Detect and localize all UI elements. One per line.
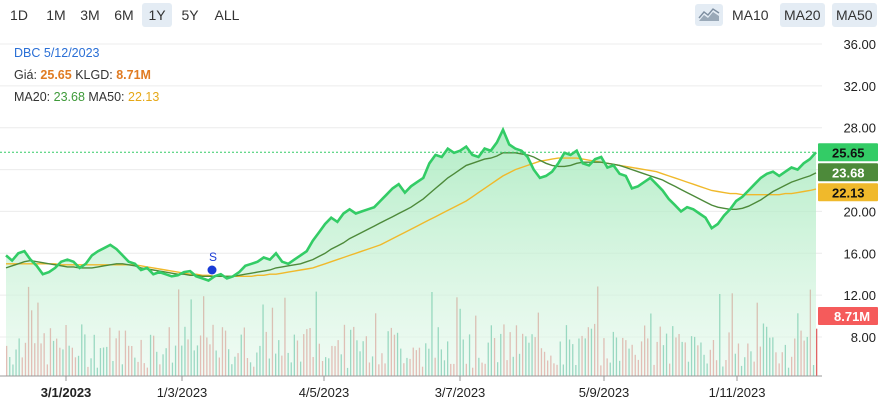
y-tick-label: 12.00 — [843, 288, 876, 303]
volume-bar — [816, 328, 818, 376]
ma20-value: 23.68 — [53, 90, 85, 104]
price-badge-label: 25.65 — [832, 145, 865, 160]
range-1y-button[interactable]: 1Y — [142, 3, 172, 27]
price-value: 25.65 — [40, 68, 72, 82]
x-tick-label: 1/3/2023 — [157, 385, 208, 400]
toolbar: 1D 1M 3M 6M 1Y 5Y ALL MA10 MA20 MA50 — [0, 0, 890, 32]
ma50-badge-label: 22.13 — [832, 185, 865, 200]
range-6m-button[interactable]: 6M — [114, 7, 134, 23]
ma50-label: MA50: — [88, 90, 125, 104]
sell-signal-label: S — [209, 250, 217, 264]
x-tick-label: 1/11/2023 — [709, 385, 766, 400]
y-tick-label: 28.00 — [843, 121, 876, 136]
y-tick-label: 16.00 — [843, 246, 876, 261]
y-tick-label: 20.00 — [843, 204, 876, 219]
range-1d-button[interactable]: 1D — [10, 7, 28, 23]
x-tick-label: 3/7/2023 — [435, 385, 486, 400]
x-tick-label: 3/1/2023 — [41, 385, 92, 400]
ticker-date: DBC 5/12/2023 — [14, 46, 100, 60]
ma50-badge — [818, 183, 878, 202]
ma50-value: 22.13 — [128, 90, 160, 104]
ma50-line — [6, 157, 817, 277]
ma50-button[interactable]: MA50 — [832, 3, 877, 27]
ma20-badge-label: 23.68 — [832, 165, 865, 180]
area-chart-icon[interactable] — [695, 4, 723, 26]
ma10-button[interactable]: MA10 — [732, 7, 769, 23]
volume-value: 8.71M — [116, 68, 151, 82]
volume-badge — [818, 307, 878, 325]
info-ma: MA20: 23.68 MA50: 22.13 — [14, 90, 159, 104]
price-area — [6, 129, 816, 376]
y-tick-label: 32.00 — [843, 79, 876, 94]
x-tick-label: 4/5/2023 — [299, 385, 350, 400]
range-1m-button[interactable]: 1M — [46, 7, 66, 23]
info-price-volume: Giá: 25.65 KLGD: 8.71M — [14, 68, 151, 82]
ma20-label: MA20: — [14, 90, 51, 104]
x-tick-label: 5/9/2023 — [579, 385, 630, 400]
ma20-line — [5, 152, 817, 277]
info-ticker-date: DBC 5/12/2023 — [14, 46, 99, 60]
y-tick-label: 8.00 — [851, 330, 876, 345]
range-all-button[interactable]: ALL — [214, 7, 240, 23]
range-3m-button[interactable]: 3M — [80, 7, 100, 23]
price-line — [5, 126, 817, 282]
ma20-badge — [818, 163, 878, 182]
sell-signal-marker[interactable]: S — [207, 250, 218, 275]
volume-badge-label: 8.71M — [834, 309, 870, 324]
y-tick-label: 36.00 — [843, 37, 876, 52]
price-label: Giá: — [14, 68, 37, 82]
volume-label: KLGD: — [75, 68, 113, 82]
range-5y-button[interactable]: 5Y — [181, 7, 199, 23]
price-badge — [818, 143, 878, 162]
ma20-button[interactable]: MA20 — [780, 3, 825, 27]
